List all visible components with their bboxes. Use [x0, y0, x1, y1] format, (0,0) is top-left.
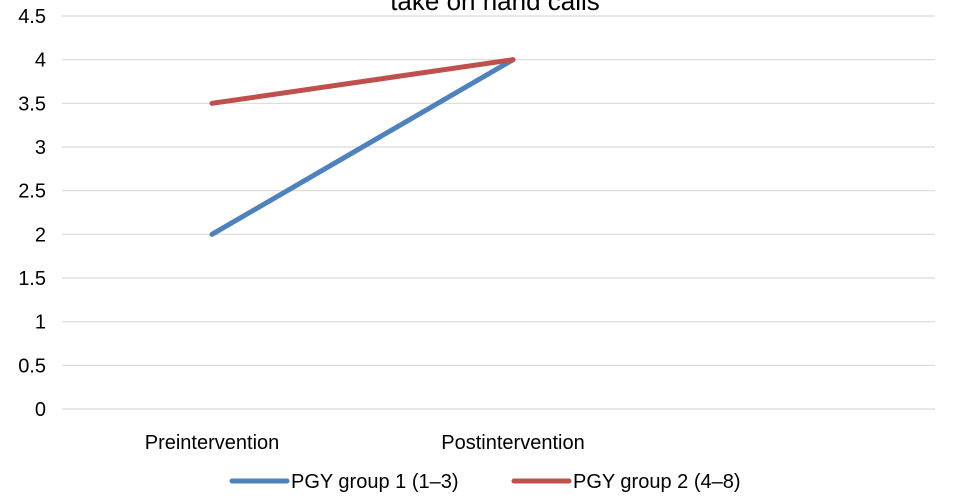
gridlines [62, 15, 935, 410]
x-category-label: Postintervention [441, 432, 584, 454]
y-tick-label: 2 [35, 224, 46, 246]
x-category-label: Preintervention [145, 432, 280, 454]
y-tick-label: 0.5 [18, 355, 46, 377]
y-tick-label: 0 [35, 399, 46, 421]
y-tick-label: 3 [35, 137, 46, 159]
chart-title-fragment: take on hand calls [390, 0, 600, 16]
y-tick-label: 1.5 [18, 268, 46, 290]
y-tick-label: 2.5 [18, 181, 46, 203]
legend: PGY group 1 (1–3) PGY group 2 (4–8) [229, 471, 741, 493]
y-axis-tick-labels: 0 0.5 1 1.5 2 2.5 3 3.5 4 4.5 [18, 6, 46, 421]
y-tick-label: 3.5 [18, 93, 46, 115]
x-axis-category-labels: Preintervention Postintervention [145, 432, 585, 454]
series-line-1 [209, 57, 516, 237]
series-lines [209, 57, 516, 237]
legend-label-2: PGY group 2 (4–8) [573, 471, 741, 493]
y-tick-label: 4.5 [18, 6, 46, 28]
series-line-2 [209, 57, 516, 106]
y-tick-label: 1 [35, 312, 46, 334]
legend-label-1: PGY group 1 (1–3) [291, 471, 459, 493]
y-tick-label: 4 [35, 50, 46, 72]
